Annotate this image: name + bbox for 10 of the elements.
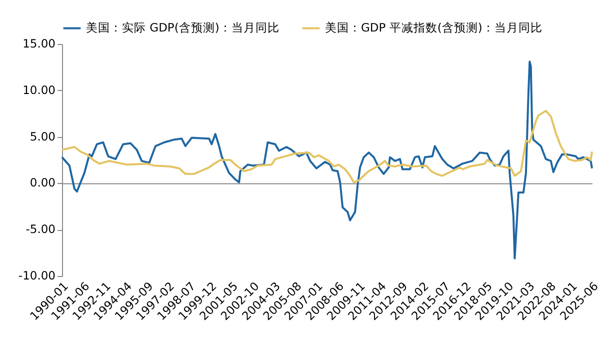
line-series (61, 110, 593, 184)
line-series (61, 60, 593, 260)
y-tick-label: 5.00 (30, 129, 56, 144)
y-tick-label: 0.00 (30, 176, 56, 190)
legend-label: 美国：GDP 平减指数(含预测)：当月同比 (325, 20, 542, 34)
legend-label: 美国：实际 GDP(含预测)：当月同比 (86, 20, 280, 34)
y-tick-label: -10.00 (18, 268, 56, 282)
y-tick-label: 15.00 (22, 36, 56, 50)
y-tick-label: -5.00 (26, 222, 56, 236)
y-tick-label: 10.00 (22, 82, 56, 97)
